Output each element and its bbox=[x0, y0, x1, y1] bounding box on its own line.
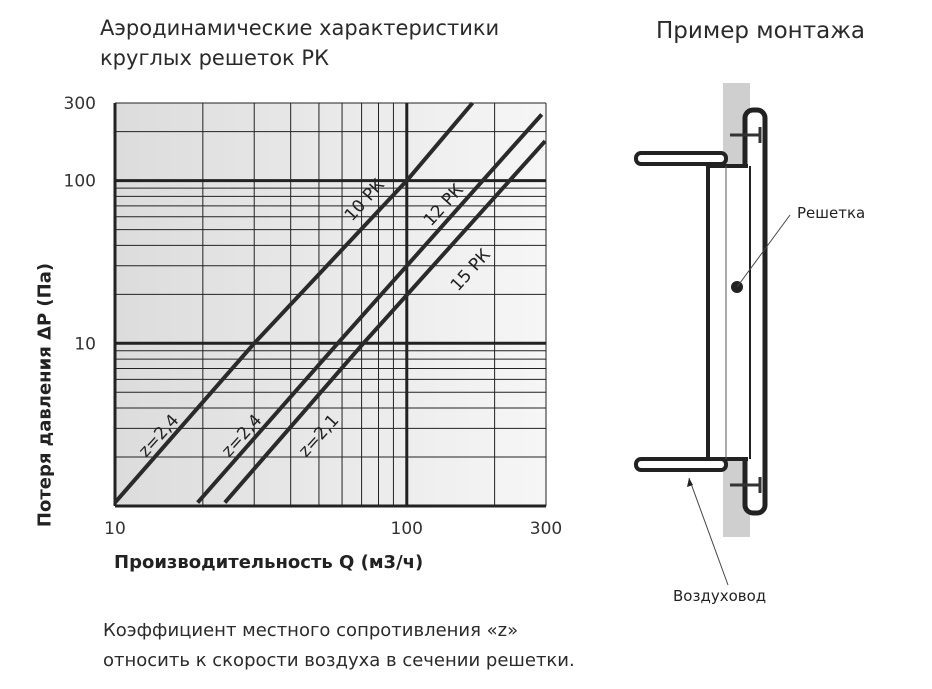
grille-label: Решетка bbox=[797, 204, 865, 222]
grille-leader-line bbox=[736, 214, 791, 288]
series-line-2 bbox=[196, 113, 544, 504]
plot-area bbox=[115, 103, 546, 506]
x-tick-label: 10 bbox=[104, 519, 126, 539]
chart-title-line-1: Аэродинамические характеристики bbox=[100, 16, 500, 40]
x-tick-label: 300 bbox=[530, 519, 562, 539]
y-tick-label: 100 bbox=[64, 172, 96, 192]
series-line-1 bbox=[113, 101, 475, 504]
screw-icon bbox=[730, 477, 762, 493]
tick-labels: 10 100 300 10 100 300 bbox=[64, 94, 563, 539]
duct-label: Воздуховод bbox=[673, 587, 766, 605]
duct bbox=[634, 151, 752, 472]
footnote-line-2: относить к скорости воздуха в сечении ре… bbox=[103, 650, 575, 671]
screw-icon bbox=[730, 127, 762, 143]
duct-leader-line bbox=[688, 477, 729, 586]
y-tick-label: 300 bbox=[64, 94, 96, 114]
series-lines bbox=[113, 101, 547, 504]
footnote-line-1: Коэффициент местного сопротивления «z» bbox=[103, 620, 519, 641]
x-tick-label: 100 bbox=[391, 519, 423, 539]
arrow-icon bbox=[687, 478, 693, 487]
x-axis-label: Производительность Q (м3/ч) bbox=[114, 552, 424, 573]
chart-title-line-2: круглых решеток РК bbox=[100, 46, 329, 70]
y-tick-label: 10 bbox=[74, 334, 96, 354]
mounting-example-title: Пример монтажа bbox=[656, 18, 866, 44]
grille bbox=[731, 107, 768, 516]
series-line-3 bbox=[223, 139, 547, 504]
